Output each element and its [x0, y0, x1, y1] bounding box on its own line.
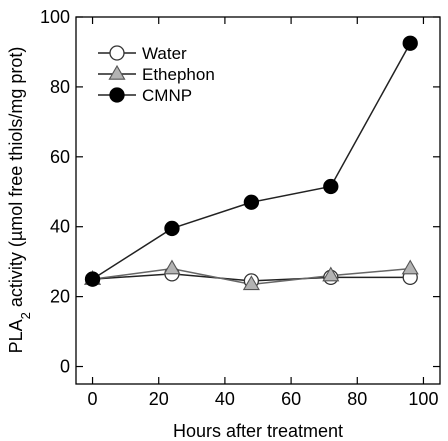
legend-marker-cmnp: [109, 87, 125, 103]
x-tick-label: 100: [408, 389, 438, 409]
ethephon-point: [322, 266, 340, 282]
cmnp-point: [164, 220, 180, 237]
cmnp-point: [243, 194, 260, 210]
axis-ticks: 0 20 40 60 80 100 0 20 40 60 80 100: [40, 7, 440, 409]
y-tick-label: 0: [60, 357, 70, 377]
legend: Water Ethephon CMNP: [98, 44, 215, 105]
x-tick-label: 80: [347, 389, 367, 409]
y-tick-label: 80: [50, 77, 70, 97]
x-tick-label: 60: [281, 389, 301, 409]
y-tick-label: 40: [50, 217, 70, 237]
cmnp-point: [84, 271, 101, 287]
legend-label-ethephon: Ethephon: [142, 65, 215, 84]
ethephon-point: [242, 275, 260, 291]
y-tick-label: 100: [40, 7, 70, 27]
cmnp-point: [323, 178, 339, 195]
ethephon-point: [401, 259, 419, 275]
legend-marker-ethephon: [108, 64, 126, 80]
x-tick-label: 0: [88, 389, 98, 409]
legend-marker-water: [109, 45, 125, 61]
plot-frame: [75, 16, 441, 385]
y-tick-label: 20: [50, 287, 70, 307]
x-tick-label: 40: [215, 389, 235, 409]
cmnp-line: [92, 42, 411, 280]
ethephon-point: [163, 259, 181, 275]
x-tick-label: 20: [149, 389, 169, 409]
series-markers: [83, 35, 419, 291]
legend-label-cmnp: CMNP: [142, 86, 192, 105]
cmnp-point: [402, 35, 418, 51]
y-axis-title: PLA2 activity (µmol free thiols/mg prot): [6, 47, 33, 354]
y-tick-label: 60: [50, 147, 70, 167]
series-lines: [92, 42, 411, 286]
x-axis-title: Hours after treatment: [173, 421, 343, 441]
legend-label-water: Water: [142, 44, 187, 63]
